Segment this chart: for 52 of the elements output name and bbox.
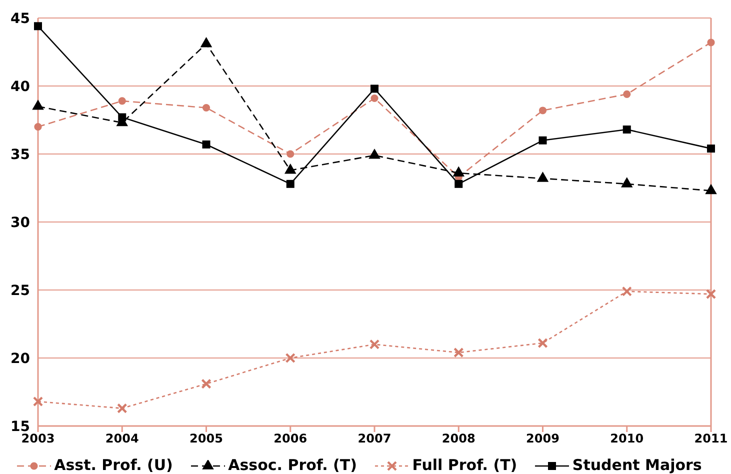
point (32, 396, 44, 407)
point (622, 126, 631, 134)
point (454, 180, 463, 188)
point (201, 378, 212, 389)
point (707, 144, 715, 153)
point (452, 166, 465, 176)
point (707, 38, 715, 46)
x-tick-label: 2011 (694, 432, 728, 446)
point (538, 136, 547, 144)
x-tick-label: 2009 (526, 432, 560, 446)
point (538, 338, 548, 348)
point (620, 177, 633, 188)
point (200, 37, 212, 48)
point (202, 140, 210, 148)
point (286, 180, 294, 188)
point (623, 90, 631, 98)
point (368, 148, 380, 159)
point (118, 97, 126, 105)
x-tick-label: 2007 (358, 432, 392, 446)
x-tick-label: 2008 (442, 432, 476, 446)
point (706, 288, 716, 300)
point (284, 164, 296, 174)
legend-label: Full Prof. (T) (411, 456, 518, 474)
point (286, 150, 294, 158)
y-tick-label: 40 (10, 78, 30, 95)
x-tick-label: 2010 (610, 432, 644, 446)
x-tick-label: 2005 (190, 432, 223, 446)
y-tick-label: 35 (10, 146, 30, 163)
x-tick-label: 2004 (105, 432, 139, 446)
point (454, 347, 464, 358)
point (536, 172, 549, 182)
point (117, 403, 128, 414)
y-tick-label: 30 (10, 214, 30, 231)
point (705, 184, 717, 194)
point (370, 84, 378, 93)
point (538, 106, 547, 114)
legend-label: Asst. Prof. (U) (53, 456, 173, 474)
legend-label: Student Majors (571, 456, 702, 474)
y-tick-label: 45 (10, 10, 30, 27)
y-tick-label: 25 (10, 282, 30, 299)
point (118, 113, 126, 122)
point (622, 286, 632, 296)
point (285, 352, 296, 364)
point (34, 123, 42, 131)
point (202, 104, 210, 112)
legend-label: Assoc. Prof. (T) (227, 456, 357, 474)
point (32, 100, 44, 110)
point (34, 22, 42, 30)
point (369, 339, 380, 350)
x-tick-label: 2006 (274, 432, 308, 446)
y-tick-label: 20 (10, 350, 30, 367)
point (370, 94, 378, 102)
